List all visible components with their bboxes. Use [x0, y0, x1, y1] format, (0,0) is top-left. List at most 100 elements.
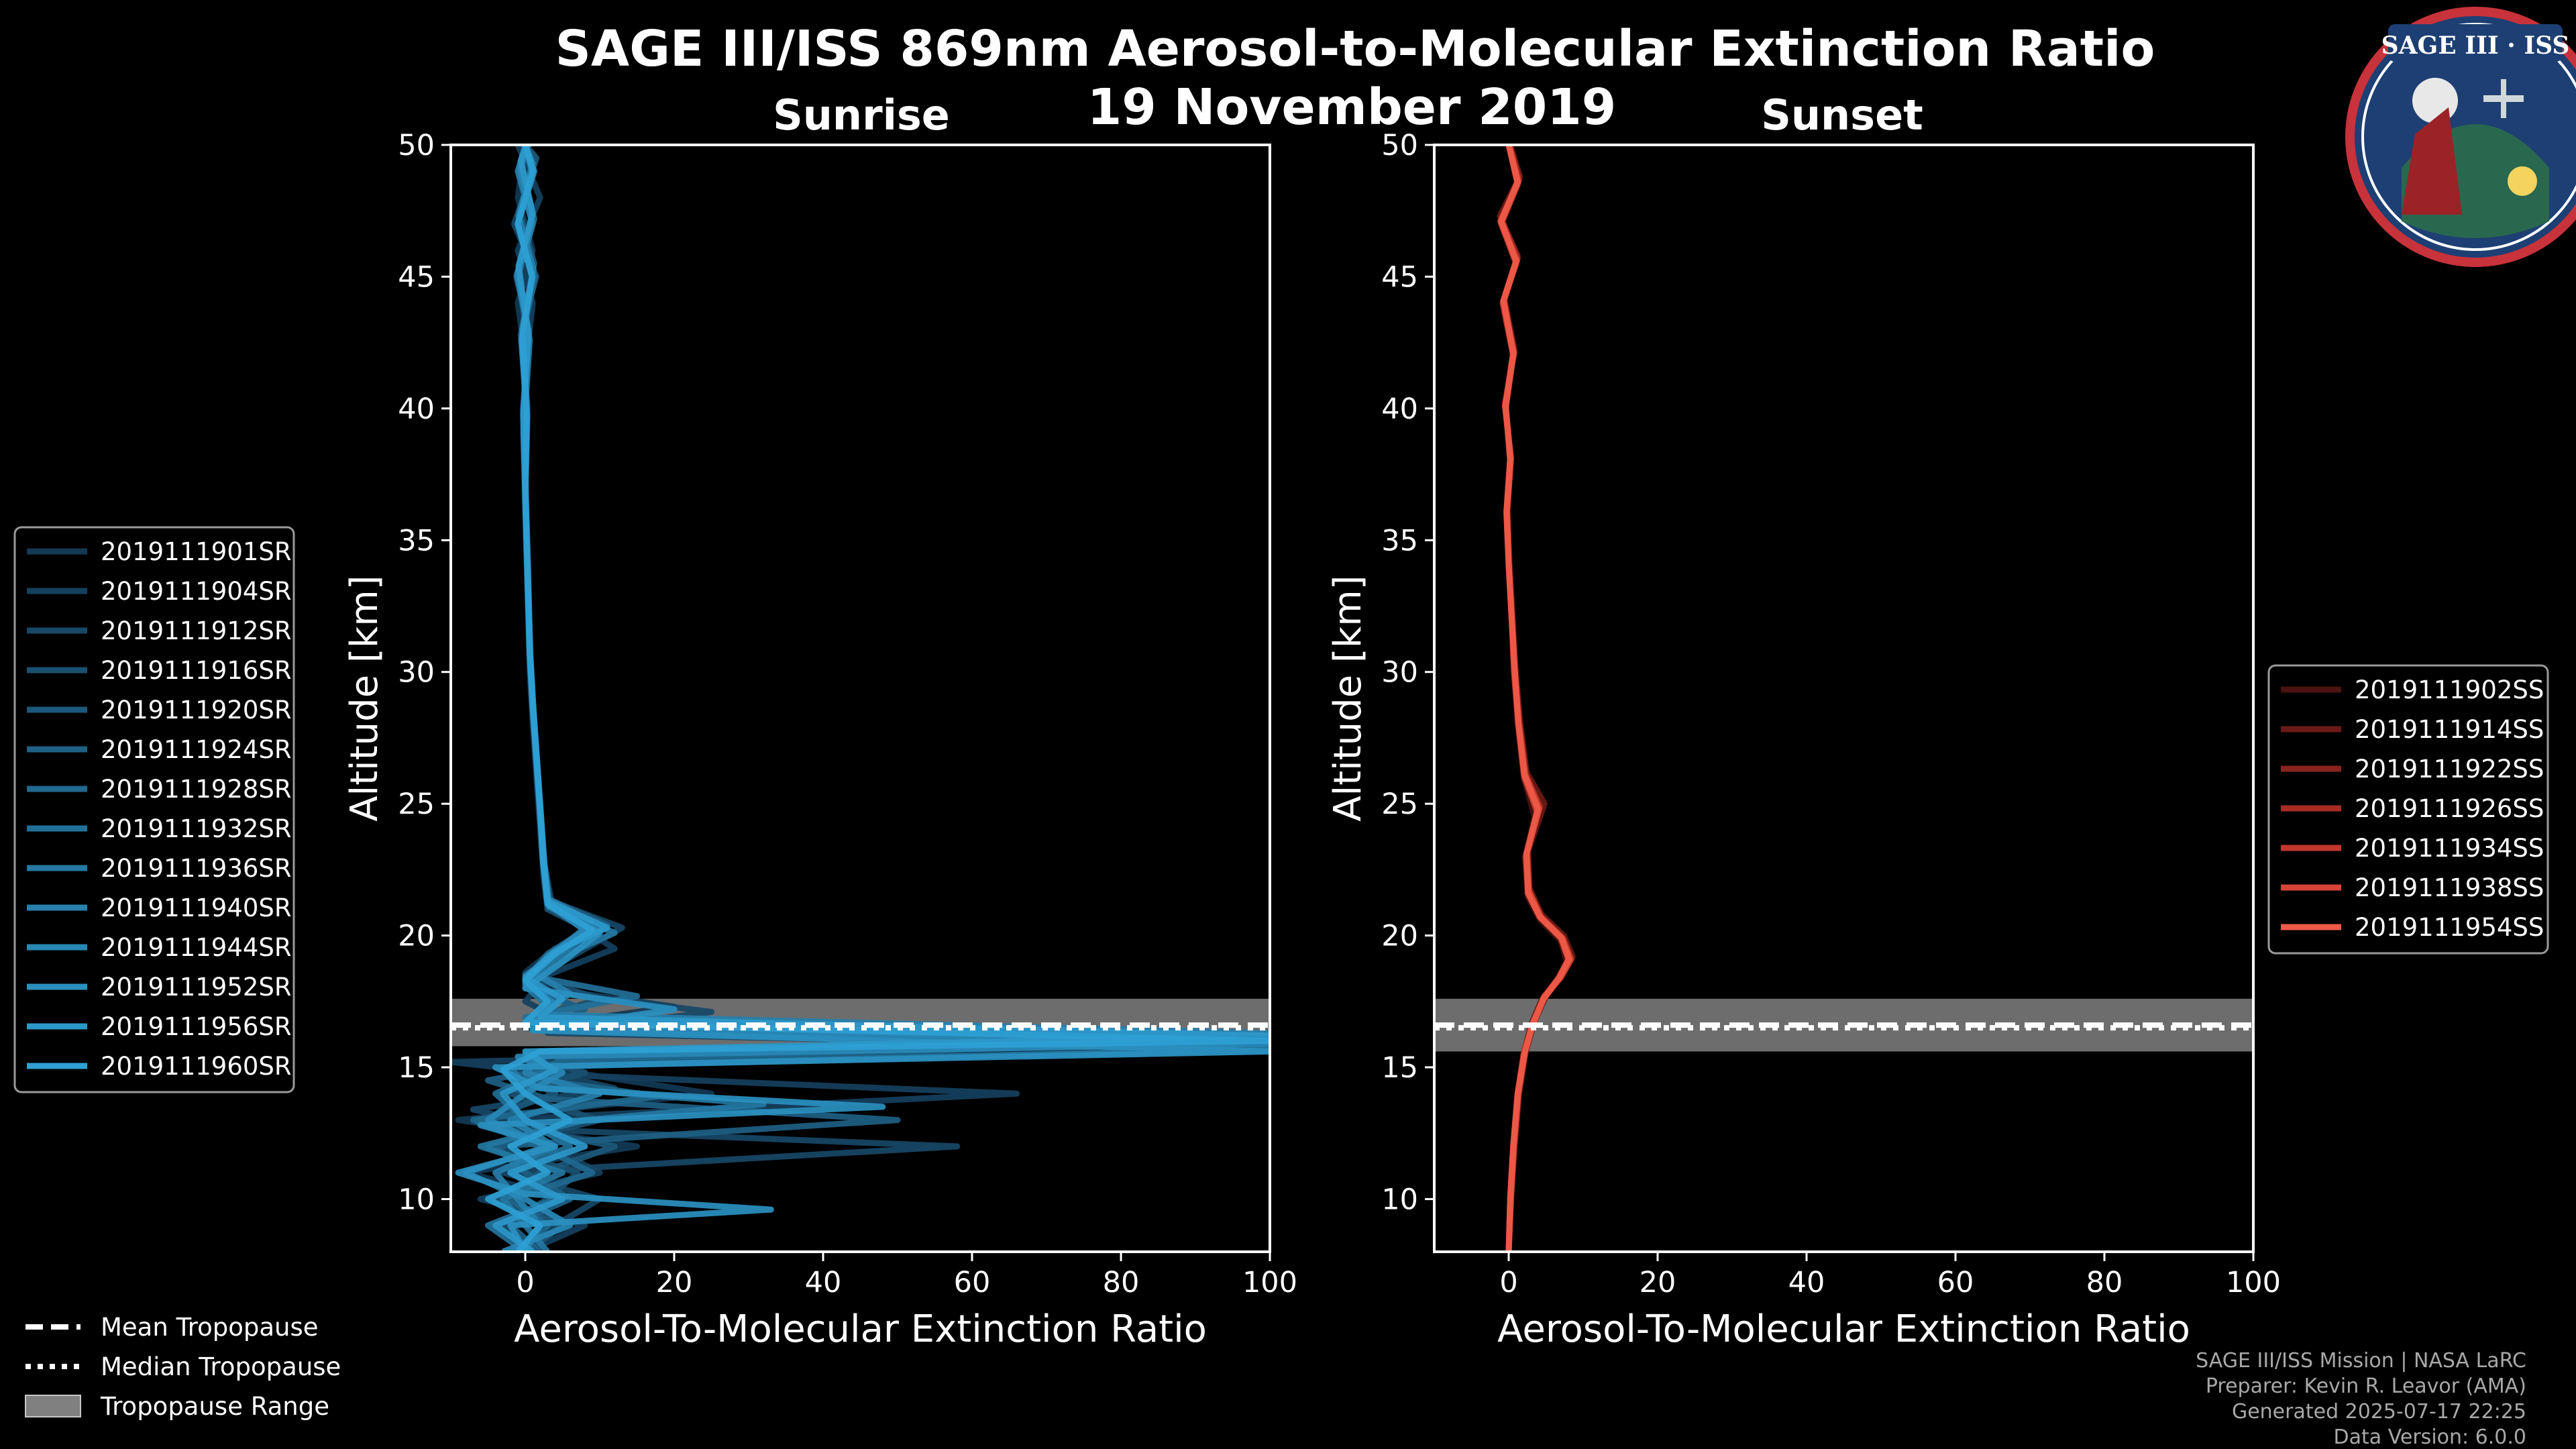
series-line-2019111960SR	[485, 145, 1270, 1252]
x-tick-label: 40	[1788, 1266, 1825, 1299]
legend-label: Median Tropopause	[101, 1352, 341, 1381]
logo-text: SAGE III · ISS	[2381, 32, 2570, 60]
legend-entry: 2019111924SR	[27, 735, 292, 764]
y-tick-label: 15	[1381, 1051, 1418, 1085]
y-tick-label: 35	[1381, 524, 1418, 557]
credits: SAGE III/ISS Mission | NASA LaRC Prepare…	[2196, 1349, 2526, 1449]
credit-line-mission: SAGE III/ISS Mission | NASA LaRC	[2196, 1349, 2526, 1373]
x-axis-label: Aerosol-To-Molecular Extinction Ratio	[514, 1307, 1207, 1351]
x-tick-label: 20	[656, 1266, 693, 1299]
y-tick-label: 45	[398, 260, 435, 294]
legend-entry: 2019111932SR	[27, 814, 292, 843]
legend-entry: 2019111940SR	[27, 894, 292, 922]
y-axis-label: Altitude [km]	[343, 575, 386, 821]
credit-line-generated: Generated 2025-07-17 22:25	[2232, 1400, 2526, 1424]
legend-entry: 2019111944SR	[27, 933, 292, 962]
legend-entry: 2019111936SR	[27, 854, 292, 883]
plot-area	[1434, 145, 2253, 1252]
legend-label: 2019111956SR	[101, 1012, 292, 1041]
y-tick-label: 45	[1381, 260, 1418, 294]
x-axis-label: Aerosol-To-Molecular Extinction Ratio	[1497, 1307, 2190, 1351]
legend-entry: 2019111934SS	[2281, 834, 2544, 863]
legend-entry: 2019111922SS	[2281, 755, 2544, 784]
x-tick-label: 0	[1499, 1266, 1517, 1299]
legend-label: 2019111952SR	[101, 973, 292, 1002]
y-tick-label: 10	[1381, 1183, 1418, 1216]
legend-entry: 2019111912SR	[27, 616, 292, 645]
legend-label: 2019111902SS	[2355, 676, 2544, 704]
x-tick-label: 20	[1640, 1266, 1676, 1299]
y-tick-label: 15	[398, 1051, 435, 1085]
legend-entry: 2019111960SR	[27, 1052, 292, 1081]
tropopause-legend-entry: Mean Tropopause	[25, 1313, 319, 1342]
legend-entry: 2019111928SR	[27, 775, 292, 804]
legend-label: 2019111914SS	[2355, 715, 2544, 744]
legend-label: 2019111916SR	[101, 656, 292, 685]
x-tick-label: 100	[1242, 1266, 1297, 1299]
x-tick-label: 0	[516, 1266, 534, 1299]
sunrise-legend: 2019111901SR 2019111904SR 2019111912SR 2019…	[13, 526, 295, 1093]
y-tick-label: 50	[1381, 129, 1418, 162]
y-tick-label: 10	[398, 1183, 435, 1216]
legend-label: 2019111960SR	[101, 1052, 292, 1081]
legend-label: 2019111904SR	[101, 577, 292, 606]
y-tick-label: 35	[398, 524, 435, 557]
sunset-panel: 0 20 40 60 80 100 10 15 20 25 30 35 40 45 50 Aerosol-To…	[1326, 129, 2281, 1351]
legend-box	[13, 526, 295, 1093]
legend-label: 2019111901SR	[101, 537, 292, 566]
legend-entry: 2019111920SR	[27, 696, 292, 724]
x-tick-label: 80	[1103, 1266, 1140, 1299]
credit-line-version: Data Version: 6.0.0	[2334, 1426, 2526, 1449]
legend-label: 2019111936SR	[101, 854, 292, 883]
y-tick-label: 20	[1381, 920, 1418, 953]
x-tick-label: 60	[1937, 1266, 1974, 1299]
legend-label: 2019111940SR	[101, 894, 292, 922]
legend-label: Tropopause Range	[100, 1392, 329, 1421]
tropopause-legend-entry: Median Tropopause	[25, 1352, 341, 1381]
series-group	[451, 145, 1270, 1252]
legend-entry: 2019111902SS	[2281, 676, 2544, 704]
sunset-legend: 2019111902SS 2019111914SS 2019111922SS 2019…	[2267, 664, 2549, 955]
y-tick-label: 40	[1381, 392, 1418, 426]
sage-iii-iss-logo: SAGE III · ISS	[2345, 7, 2576, 267]
legend-entry: 2019111916SR	[27, 656, 292, 685]
legend-entry: 2019111901SR	[27, 537, 292, 566]
chart-date: 19 November 2019	[1087, 78, 1616, 136]
legend-label: 2019111924SR	[101, 735, 292, 764]
y-tick-label: 30	[398, 656, 435, 690]
legend-swatch-patch	[25, 1395, 81, 1417]
legend-label: 2019111922SS	[2355, 755, 2544, 784]
y-tick-label: 25	[398, 788, 435, 821]
axes-frame	[1433, 144, 2255, 1253]
legend-entry: 2019111956SR	[27, 1012, 292, 1041]
legend-label: 2019111926SS	[2355, 794, 2544, 823]
x-tick-label: 80	[2086, 1266, 2123, 1299]
legend-label: 2019111932SR	[101, 814, 292, 843]
legend-entry: 2019111926SS	[2281, 794, 2544, 823]
credit-line-preparer: Preparer: Kevin R. Leavor (AMA)	[2206, 1375, 2526, 1398]
y-tick-label: 40	[398, 392, 435, 426]
legend-entry: 2019111914SS	[2281, 715, 2544, 744]
legend-entry: 2019111952SR	[27, 973, 292, 1002]
tropopause-legend-entry: Tropopause Range	[25, 1392, 329, 1421]
legend-label: 2019111934SS	[2355, 834, 2544, 863]
series-line-2019111954SS	[1498, 145, 1572, 1252]
legend-label: 2019111912SR	[101, 616, 292, 645]
legend-label: 2019111920SR	[101, 696, 292, 724]
chart-title: SAGE III/ISS 869nm Aerosol-to-Molecular …	[555, 20, 2155, 78]
y-axis-label: Altitude [km]	[1326, 575, 1370, 821]
x-tick-label: 60	[954, 1266, 991, 1299]
y-tick-label: 30	[1381, 656, 1418, 690]
legend-label: 2019111944SR	[101, 933, 292, 962]
series-group	[1497, 145, 1576, 1252]
legend-entry: 2019111938SS	[2281, 873, 2544, 902]
y-tick-label: 25	[1381, 788, 1418, 821]
y-tick-label: 20	[398, 920, 435, 953]
axes-frame	[449, 144, 1271, 1253]
legend-entry: 2019111954SS	[2281, 913, 2544, 942]
y-tick-label: 50	[398, 129, 435, 162]
x-tick-label: 40	[805, 1266, 842, 1299]
tropopause-legend: Mean Tropopause Median Tropopause Tropopau…	[25, 1313, 341, 1421]
sunrise-panel-title: Sunrise	[773, 91, 950, 140]
sunset-panel-title: Sunset	[1761, 91, 1923, 140]
